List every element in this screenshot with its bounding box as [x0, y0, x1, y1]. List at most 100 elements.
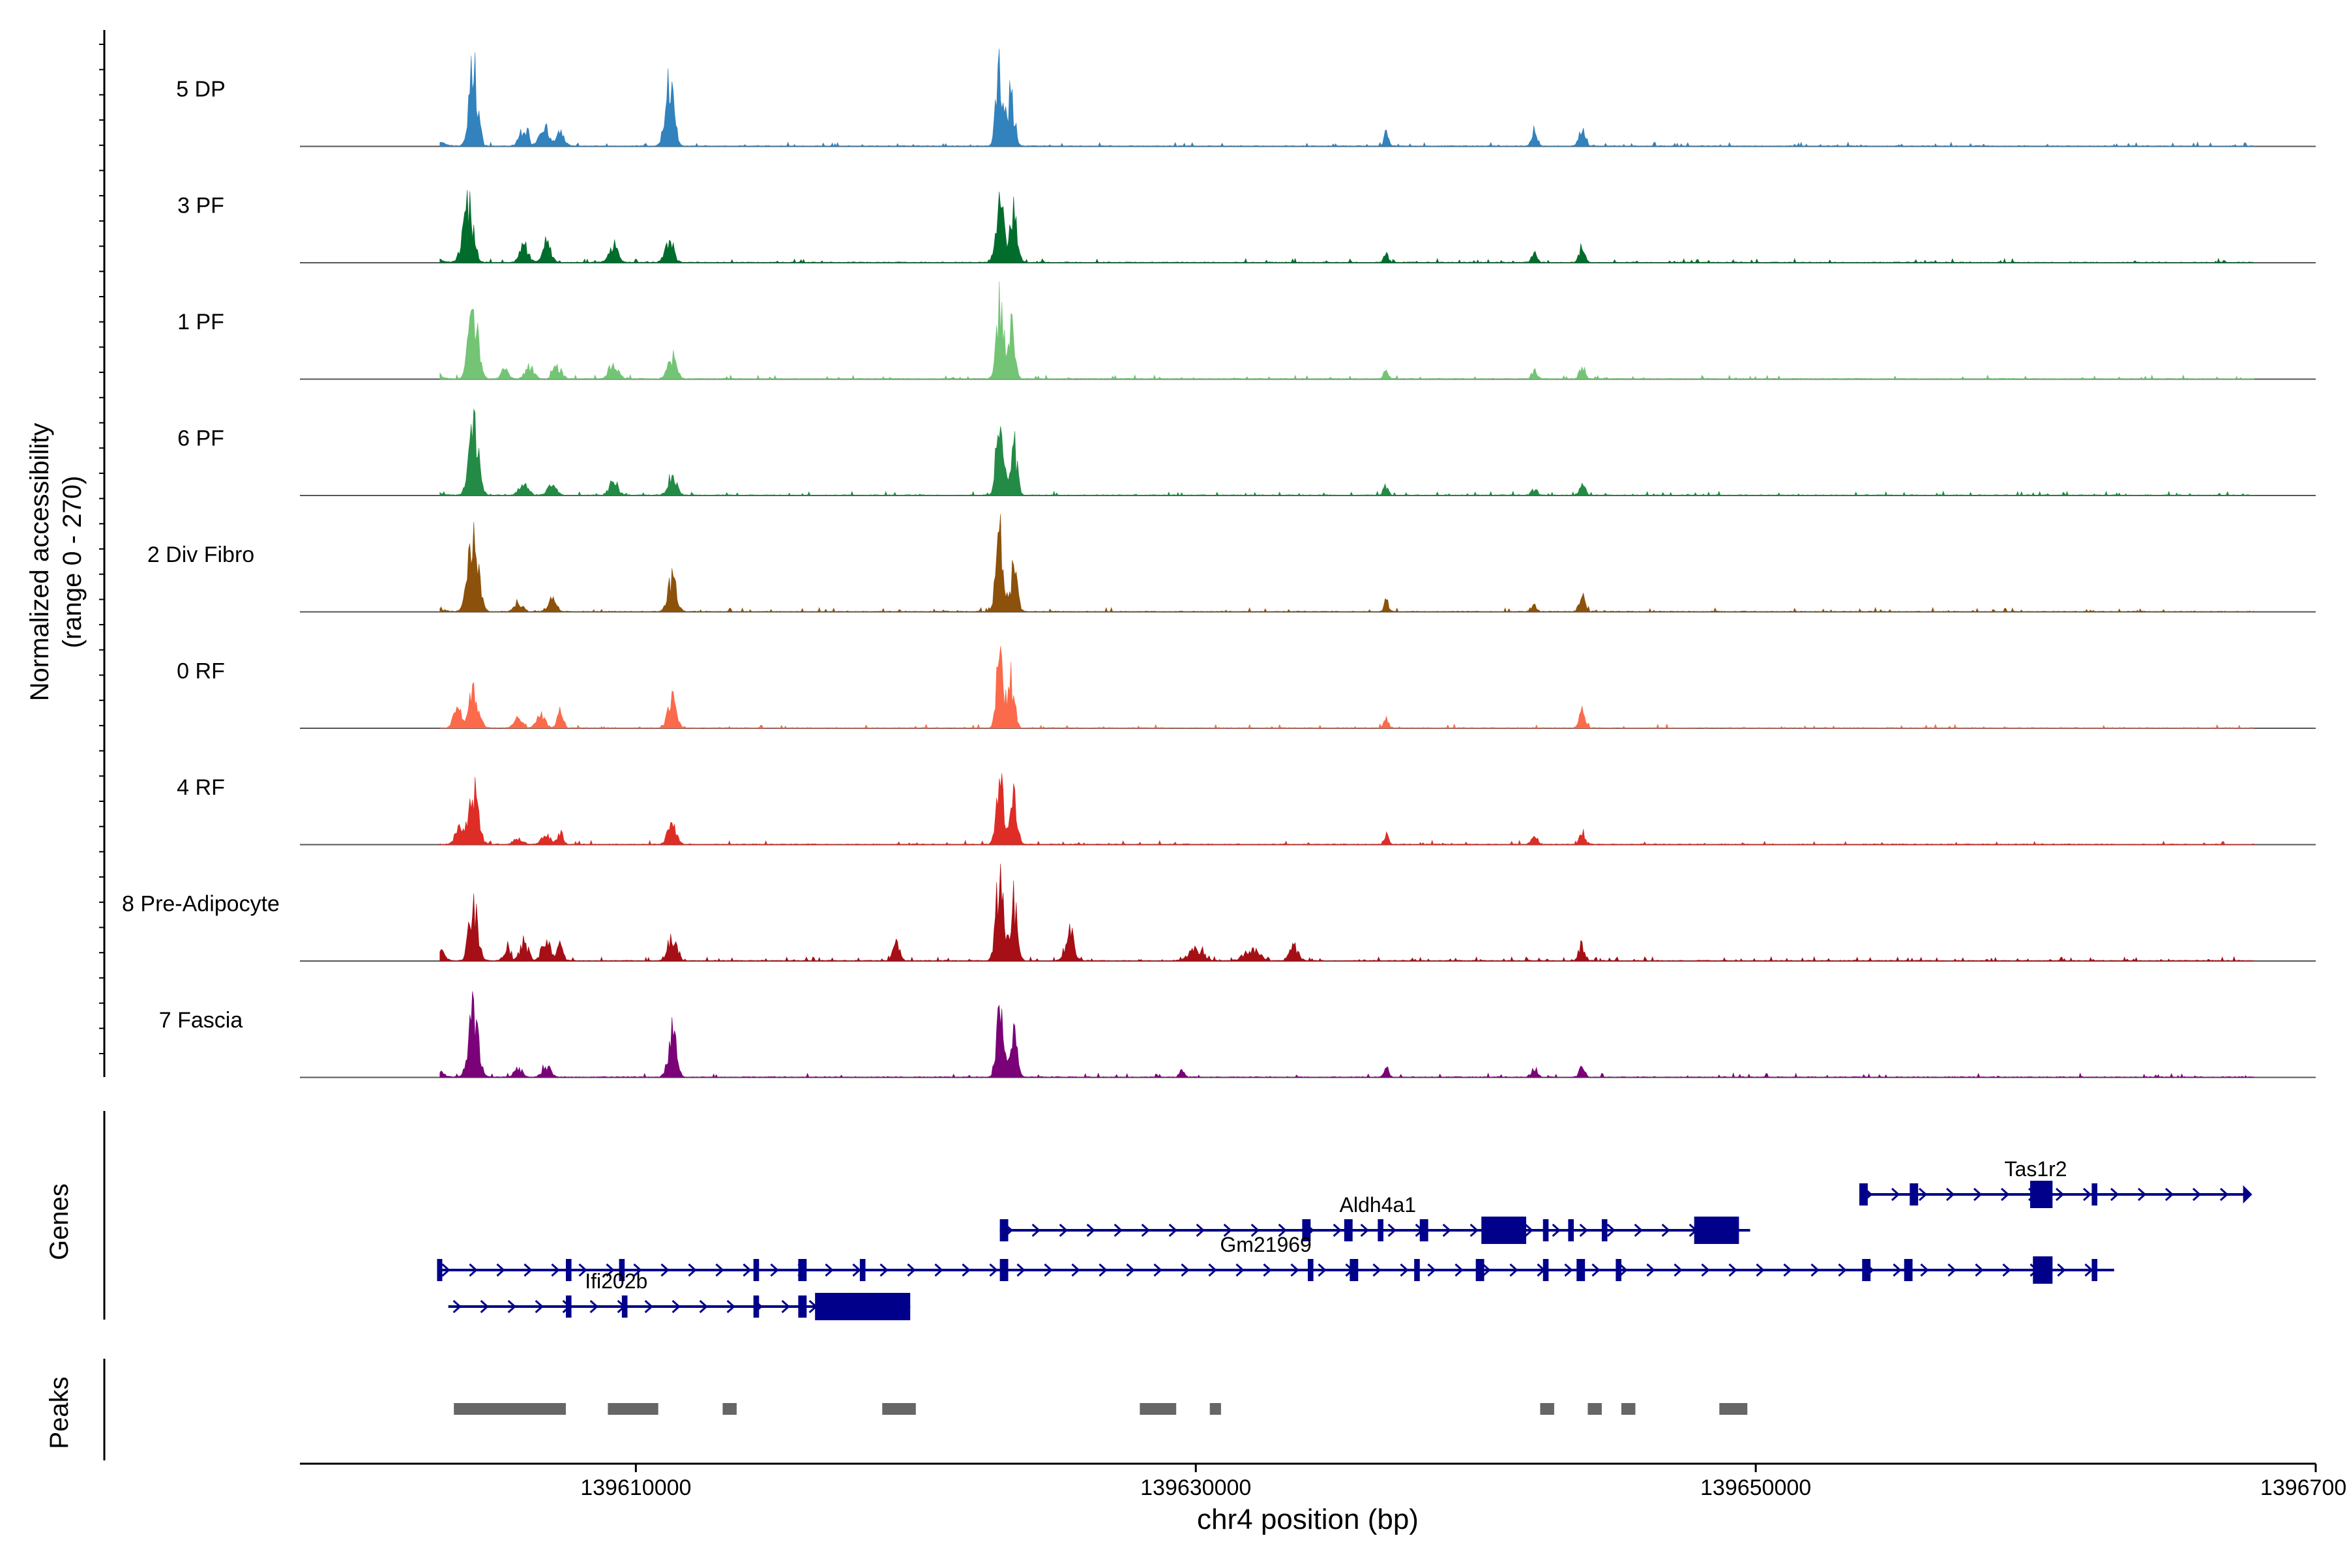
gene-exon [1862, 1259, 1871, 1281]
gene-strand-chevron [726, 1299, 735, 1314]
gene-strand-chevron [2057, 1263, 2066, 1277]
peaks-panel-label-group: Peaks [45, 1376, 74, 1449]
gene-exon [999, 1219, 1009, 1241]
gene-strand-chevron [1975, 1263, 1984, 1277]
track-7: 8 Pre-Adipocyte [122, 863, 2316, 962]
gene-strand-chevron [1031, 1223, 1041, 1237]
gene-strand-chevron [589, 1299, 598, 1314]
x-axis-ticks: 139610000 139630000 139650000 139670000 [580, 1464, 2347, 1500]
gene-strand-chevron [1223, 1223, 1232, 1237]
track-label: 4 RF [177, 775, 225, 800]
gene-strand-chevron [1947, 1263, 1956, 1277]
gene-exon [2091, 1183, 2098, 1206]
gene-strand-chevron [825, 1263, 834, 1277]
gene-strand-chevron [1016, 1263, 1026, 1277]
gene-strand-chevron [852, 1263, 861, 1277]
gene-strand-chevron [962, 1263, 971, 1277]
gene-strand-chevron [1099, 1263, 1108, 1277]
gene-strand-chevron [606, 1263, 615, 1277]
gene-strand-chevron [1973, 1187, 1983, 1202]
gene-strand-chevron [1891, 1187, 1900, 1202]
gene-exon [1481, 1217, 1526, 1244]
gene-strand-chevron [1783, 1263, 1792, 1277]
peak-region [1540, 1403, 1554, 1415]
gene-exon [1543, 1259, 1549, 1281]
x-tick-label: 139610000 [580, 1475, 691, 1500]
gene-strand-chevron [2056, 1187, 2065, 1202]
gene-exon [1910, 1183, 1919, 1206]
track-coverage-area [439, 409, 2255, 496]
gene-strand-chevron [1442, 1223, 1451, 1237]
gene-strand-chevron [672, 1299, 681, 1314]
gene-strand-chevron [1235, 1263, 1245, 1277]
gene-strand-chevron [1126, 1263, 1135, 1277]
gene-strand-chevron [1756, 1263, 1765, 1277]
track-label: 0 RF [177, 659, 225, 684]
track-coverage-area [439, 863, 2255, 962]
gene-strand-chevron [441, 1263, 450, 1277]
gene-strand-chevron [1400, 1263, 1409, 1277]
gene-label: Ifi202b [585, 1269, 647, 1293]
gene-strand-chevron [2220, 1187, 2229, 1202]
x-tick-label: 139630000 [1140, 1475, 1251, 1500]
gene-strand-chevron [1646, 1263, 1655, 1277]
gene-strand-chevron [1114, 1223, 1123, 1237]
gene-strand-chevron [2083, 1187, 2092, 1202]
track-8: 7 Fascia [159, 991, 2316, 1078]
y-axis-title-line1: Normalized accessibility [25, 423, 54, 702]
track-3: 6 PF [177, 409, 2316, 496]
y-axis-title: Normalized accessibility (range 0 - 270) [25, 423, 87, 702]
gene-exon [619, 1259, 625, 1281]
gene-exon [1414, 1259, 1420, 1281]
gene-exon [815, 1293, 911, 1320]
gene-strand-chevron [1701, 1263, 1710, 1277]
gene-strand-chevron [496, 1263, 505, 1277]
x-axis-title: chr4 position (bp) [1197, 1503, 1419, 1535]
gene-strand-chevron [1250, 1223, 1260, 1237]
gene-label: Gm21969 [1220, 1233, 1312, 1256]
peak-region [1140, 1403, 1177, 1415]
gene-strand-chevron [1810, 1263, 1820, 1277]
peak-region [454, 1403, 566, 1415]
track-coverage-area [439, 190, 2254, 263]
track-label: 3 PF [177, 194, 224, 218]
gene-strand-chevron [1838, 1263, 1847, 1277]
track-4: 2 Div Fibro [147, 514, 2316, 613]
track-label: 1 PF [177, 310, 224, 334]
gene-strand-chevron [1893, 1263, 1902, 1277]
gene-strand-chevron [770, 1263, 779, 1277]
x-tick-label: 139670000 [2260, 1475, 2347, 1500]
gene-exon [753, 1295, 760, 1318]
track-coverage-area [439, 773, 2255, 845]
gene-exon [565, 1259, 572, 1281]
gene-strand-chevron [1372, 1263, 1381, 1277]
gene-strand-chevron [1919, 1187, 1928, 1202]
peak-region [882, 1403, 916, 1415]
gene-strand-chevron [743, 1263, 752, 1277]
gene-strand-chevron [907, 1263, 916, 1277]
gene-strand-chevron [524, 1263, 533, 1277]
gene-strand-chevron [1564, 1263, 1573, 1277]
y-axis-title-line2: (range 0 - 270) [58, 476, 87, 649]
gene-strand-chevron [644, 1299, 653, 1314]
track-coverage-area [439, 645, 2255, 729]
gene-exon [798, 1295, 807, 1318]
gene-Aldh4a1: Aldh4a1 [999, 1193, 1750, 1244]
gene-exon [437, 1259, 443, 1281]
gene-strand-chevron [1360, 1223, 1369, 1237]
gene-exon [2033, 1256, 2053, 1284]
gene-strand-chevron [1181, 1263, 1190, 1277]
gene-strand-chevron [1634, 1223, 1643, 1237]
gene-strand-chevron [1318, 1263, 1327, 1277]
gene-end-arrow [2243, 1185, 2252, 1204]
peaks-panel-label: Peaks [45, 1376, 74, 1449]
track-5: 0 RF [177, 645, 2316, 729]
gene-exon [1302, 1219, 1311, 1241]
gene-strand-chevron [1153, 1263, 1162, 1277]
gene-strand-chevron [1552, 1223, 1561, 1237]
gene-exon [1378, 1219, 1383, 1241]
gene-strand-chevron [1469, 1223, 1479, 1237]
gene-strand-chevron [2165, 1187, 2174, 1202]
